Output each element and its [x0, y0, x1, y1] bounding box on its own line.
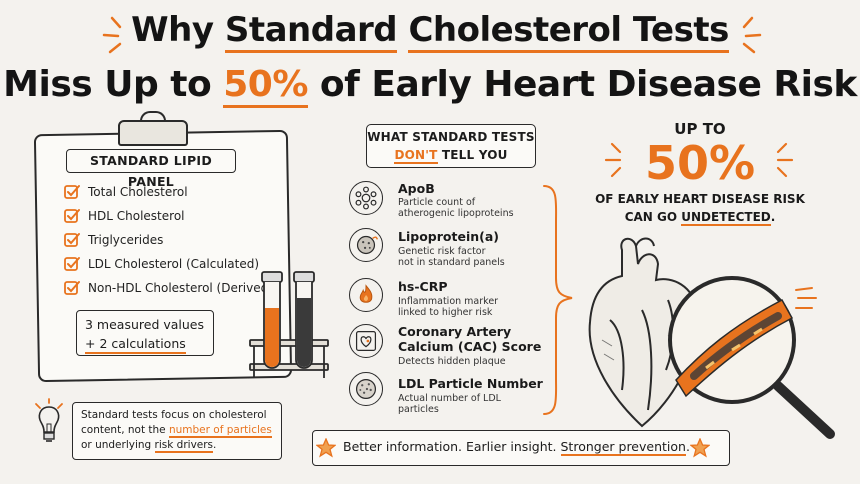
test-title-ldl-particle: LDL Particle Number	[398, 376, 543, 391]
footer-tagline-emph: Stronger prevention	[560, 439, 686, 456]
measured-line-2: + 2 calculations	[85, 336, 186, 354]
particles-icon	[349, 181, 383, 215]
risk-percent: 50%	[644, 136, 756, 190]
note-emph-particles: number of particles	[168, 424, 272, 438]
tests-header-dont: DON'T	[394, 148, 438, 164]
footer-tagline-text: Better information. Earlier insight.	[343, 439, 561, 454]
risk-line-1: OF EARLY HEART DISEASE RISK	[595, 192, 805, 206]
lipid-item-label: HDL Cholesterol	[88, 209, 185, 223]
title-highlight-percent: 50%	[223, 64, 308, 108]
checkbox-checked-icon	[64, 185, 80, 199]
test-title-hscrp: hs-CRP	[398, 279, 448, 294]
spark-lines-icon	[795, 287, 817, 309]
heart-scan-icon	[349, 324, 383, 358]
test-desc-line-1: Particle count of	[398, 197, 476, 208]
test-desc-line-1: Actual number of LDL	[398, 393, 501, 404]
lipid-item-label: Triglycerides	[88, 233, 164, 247]
lipoprotein-icon	[349, 228, 383, 262]
risk-up-to: UP TO	[674, 120, 726, 138]
spark-right-icon	[742, 16, 762, 54]
clipboard-ring-icon	[140, 111, 166, 127]
lipid-item: Non-HDL Cholesterol (Derived)	[64, 280, 273, 296]
star-icon	[316, 438, 336, 458]
measured-values-box: 3 measured values + 2 calculations	[76, 310, 214, 356]
test-title-cac-line-2: Calcium (CAC) Score	[398, 339, 542, 354]
heart-illustration-icon	[588, 237, 835, 439]
note-box: Standard tests focus on cholesterol cont…	[72, 402, 282, 460]
clipboard-clip-icon	[118, 120, 188, 146]
test-title-apob: ApoB	[398, 181, 435, 196]
lipid-item: LDL Cholesterol (Calculated)	[64, 256, 259, 272]
test-title-cac: Coronary Artery	[398, 324, 512, 339]
test-desc-line-2: not in standard panels	[398, 257, 505, 268]
spark-right-icon	[776, 142, 794, 178]
lipid-item: Total Cholesterol	[64, 184, 188, 200]
title-underlined-standard: Standard	[224, 10, 398, 53]
test-desc-line-1: Detects hidden plaque	[398, 356, 506, 367]
lightbulb-icon	[35, 398, 63, 442]
note-emph-risk-drivers: risk drivers	[154, 439, 214, 453]
curly-brace-icon	[543, 185, 573, 415]
test-desc-line-2: linked to higher risk	[398, 307, 493, 318]
ldl-particle-icon	[349, 372, 383, 406]
lipid-item-label: Non-HDL Cholesterol (Derived)	[88, 281, 273, 295]
footer-tagline-box: Better information. Earlier insight. Str…	[312, 430, 730, 466]
spark-left-icon	[102, 16, 122, 54]
test-desc-line-2: particles	[398, 404, 439, 415]
spark-left-icon	[604, 142, 622, 178]
checkbox-checked-icon	[64, 281, 80, 295]
lipid-item-label: Total Cholesterol	[88, 185, 188, 199]
checkbox-checked-icon	[64, 209, 80, 223]
page-title-line-1: Why Standard Cholesterol Tests	[0, 10, 860, 53]
lipid-item: HDL Cholesterol	[64, 208, 185, 224]
checkbox-checked-icon	[64, 233, 80, 247]
flame-icon	[349, 278, 383, 312]
risk-undetected: UNDETECTED	[681, 210, 771, 226]
lipid-panel-heading: STANDARD LIPID PANEL	[66, 149, 236, 189]
risk-line-2: CAN GO UNDETECTED.	[624, 210, 776, 226]
test-desc-line-1: Inflammation marker	[398, 296, 499, 307]
star-icon	[690, 438, 710, 458]
lipid-item: Triglycerides	[64, 232, 163, 248]
test-desc-line-1: Genetic risk factor	[398, 246, 486, 257]
page-title-line-2: Miss Up to 50% of Early Heart Disease Ri…	[0, 64, 860, 108]
tests-header-line-1: WHAT STANDARD TESTS	[367, 130, 535, 144]
measured-line-1: 3 measured values	[85, 317, 205, 332]
lipid-item-label: LDL Cholesterol (Calculated)	[88, 257, 259, 271]
title-underlined-cholesterol-tests: Cholesterol Tests	[408, 10, 729, 53]
checkbox-checked-icon	[64, 257, 80, 271]
test-title-lpa: Lipoprotein(a)	[398, 229, 499, 244]
tests-header: WHAT STANDARD TESTS DON'T TELL YOU	[366, 124, 536, 168]
test-tubes-icon	[249, 271, 329, 378]
tests-header-line-2: DON'T TELL YOU	[394, 148, 508, 164]
test-desc-line-2: atherogenic lipoproteins	[398, 208, 514, 219]
